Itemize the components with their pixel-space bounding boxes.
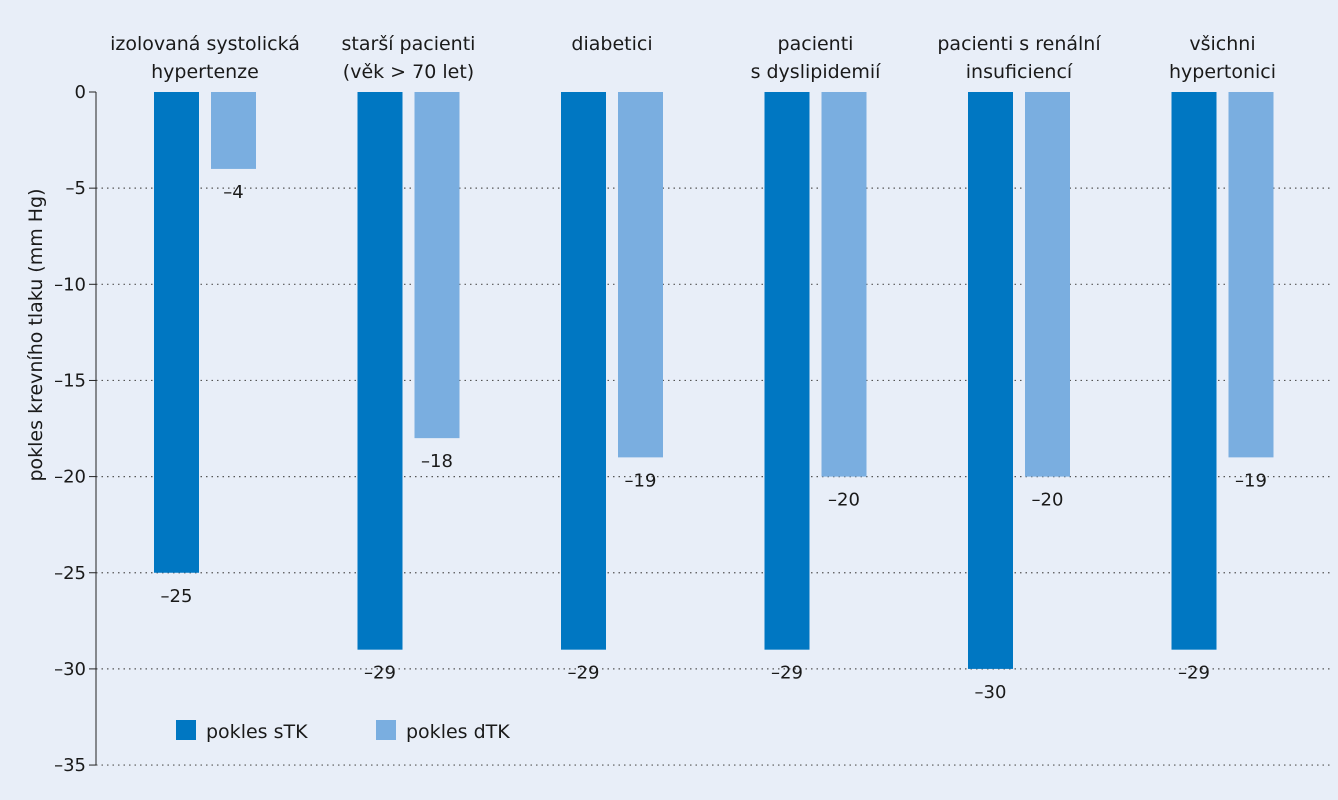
bar-dtk [1025,92,1070,477]
data-label: –20 [1032,490,1064,511]
labels: –25 –29 –29 –29 –30 –29 –4 –18 –19 –20 –20 –19 izolo… [110,33,1276,703]
bar-dtk [1228,92,1274,458]
data-label: –25 [161,586,193,607]
data-label: –30 [975,682,1007,703]
bar-dtk [821,92,867,477]
bar-dtk [211,92,256,169]
data-label: –29 [771,663,803,684]
y-tick-label: –15 [54,370,86,391]
bar-dtk [618,92,663,458]
data-label: –19 [625,470,657,491]
legend-label: pokles dTK [406,721,510,743]
y-tick-label: –30 [54,659,86,680]
y-tick-label: –5 [66,178,86,199]
data-label: –29 [1178,663,1210,684]
legend-swatch [176,720,196,740]
bars [154,92,1274,669]
y-tick-label: –10 [54,274,86,295]
category-label: pacienti s renální insuficiencí [937,33,1101,83]
data-label: –19 [1235,470,1267,491]
bar-dtk [414,92,460,439]
y-tick-label: –25 [54,563,86,584]
y-axis-title: pokles krevního tlaku (mm Hg) [25,188,47,481]
legend-label: pokles sTK [206,721,308,743]
bar-stk [357,92,403,650]
legend-swatch [376,720,396,740]
gridlines [96,187,1330,766]
y-tick-label: 0 [75,82,86,103]
bar-stk [154,92,199,573]
bar-stk [764,92,810,650]
category-label: všichni hypertonici [1169,33,1276,83]
legend: pokles sTK pokles dTK [176,720,510,743]
data-label: –20 [828,490,860,511]
bar-stk [968,92,1013,669]
data-label: –29 [364,663,396,684]
category-label: pacienti s dyslipidemií [751,33,882,83]
y-axis: 0 –5 –10 –15 –20 –25 –30 –35 [54,82,97,776]
y-tick-label: –20 [54,467,86,488]
bar-stk [561,92,606,650]
category-label: izolovaná systolická hypertenze [110,33,300,83]
y-tick-label: –35 [54,755,86,776]
data-label: –29 [568,663,600,684]
category-label: diabetici [571,33,652,55]
data-label: –18 [421,451,453,472]
category-label: starší pacienti (věk > 70 let) [342,33,476,83]
data-label: –4 [223,182,243,203]
bar-stk [1171,92,1217,650]
